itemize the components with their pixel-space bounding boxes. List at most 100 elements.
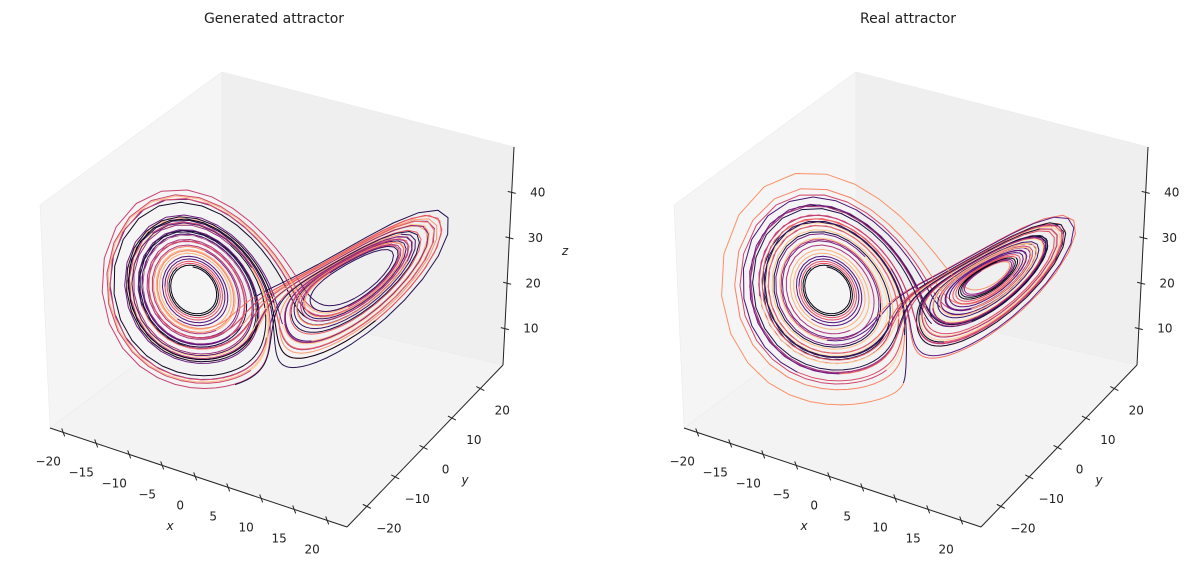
subplot-generated: −20 −15 −10 −5 0 5 10 15 20 −20 −10 0 10 20 10 20 30 40 x y… [36, 11, 569, 556]
z-tick-label: 40 [530, 185, 545, 199]
y-axis-line [346, 364, 504, 528]
z-tick-label: 10 [1157, 322, 1172, 336]
trajectory-segment [257, 224, 429, 343]
trajectory [101, 189, 449, 389]
z-axis-label: z [561, 244, 569, 258]
y-tick [1024, 474, 1034, 480]
trajectory-segment [957, 257, 1019, 300]
subplot-real: −20 −15 −10 −5 0 5 10 15 20 −20 −10 0 10 20 10 20 30 40 x y… [670, 11, 1180, 556]
trajectory-segment [148, 214, 443, 339]
z-tick-label: 30 [1162, 231, 1177, 245]
trajectory-segment [752, 208, 1040, 371]
x-tick-label: 5 [843, 509, 851, 523]
trajectory-segment [101, 189, 301, 389]
x-tick-label: 20 [305, 542, 320, 556]
z-tick [507, 190, 516, 194]
x-tick-label: −5 [772, 487, 790, 501]
x-tick [259, 494, 264, 503]
z-tick [1134, 327, 1143, 331]
x-tick [160, 461, 165, 470]
x-tick-label: −10 [736, 476, 761, 490]
x-tick [827, 472, 832, 481]
y-tick [996, 503, 1006, 509]
trajectory-segment [155, 249, 236, 331]
x-tick [94, 439, 99, 448]
y-tick-label: −20 [376, 521, 401, 535]
x-tick [325, 516, 330, 525]
x-tick-label: −15 [703, 465, 728, 479]
trajectory-segment [796, 255, 863, 327]
trajectory-segment [162, 255, 229, 327]
trajectory-segment [168, 264, 219, 317]
x-tick-label: 20 [939, 542, 954, 556]
trajectory-segment [780, 239, 882, 340]
y-tick [476, 386, 485, 392]
trajectory-segment [290, 238, 409, 322]
trajectory-segment [234, 231, 420, 386]
x-axis-line [683, 427, 982, 528]
x-tick-label: 15 [272, 531, 287, 545]
trajectory-segment [124, 214, 283, 364]
trajectory-segment [739, 194, 1033, 385]
y-tick [362, 503, 372, 509]
trajectory-segment [789, 249, 870, 331]
x-tick [292, 505, 297, 514]
trajectory-segment [721, 173, 1011, 406]
x-tick [893, 494, 898, 503]
trajectory-segment [113, 201, 336, 377]
y-tick-label: 20 [1129, 404, 1144, 418]
y-axis-label: y [460, 473, 469, 487]
chart-title: Real attractor [860, 11, 956, 27]
x-tick [959, 516, 964, 525]
y-tick [390, 474, 400, 480]
trajectory-segment [962, 258, 1014, 297]
trajectory-segment [130, 223, 431, 358]
x-tick-label: 0 [176, 498, 184, 512]
z-tick-label: 10 [523, 322, 538, 336]
trajectory-segment [280, 229, 422, 335]
trajectory-segment [164, 260, 223, 321]
trajectory-segment [299, 245, 399, 312]
x-tick [926, 505, 931, 514]
z-tick [1139, 236, 1148, 240]
chart-title: Generated attractor [204, 11, 344, 27]
z-tick [500, 327, 509, 331]
trajectory-segment [916, 222, 1067, 347]
y-tick [1110, 386, 1119, 392]
x-tick [860, 483, 865, 492]
x-tick [127, 450, 132, 459]
x-tick [761, 450, 766, 459]
trajectory-segment [107, 195, 349, 383]
x-tick-label: −5 [138, 487, 156, 501]
x-tick [226, 483, 231, 492]
z-tick [503, 281, 512, 285]
y-tick-label: 0 [442, 462, 450, 476]
x-tick-label: 10 [873, 520, 888, 534]
z-tick-label: 20 [525, 276, 540, 290]
x-tick [794, 461, 799, 470]
x-axis-label: x [799, 519, 808, 533]
trajectory-segment [241, 218, 438, 354]
trajectory-segment [153, 245, 257, 333]
trajectory-segment [932, 242, 1037, 317]
trajectory-segment [734, 188, 1027, 391]
trajectory-segment [763, 221, 907, 384]
z-tick [505, 236, 514, 240]
z-tick [1137, 281, 1146, 285]
x-tick-label: −10 [102, 476, 127, 490]
x-tick-label: 5 [209, 509, 217, 523]
x-axis-line [49, 427, 348, 528]
y-tick [1081, 415, 1091, 421]
x-tick [61, 428, 66, 437]
trajectory-segment [141, 220, 435, 350]
x-tick-label: 15 [906, 531, 921, 545]
x-tick-label: −20 [36, 454, 61, 468]
x-tick-label: 10 [239, 520, 254, 534]
z-tick-label: 40 [1164, 185, 1179, 199]
x-tick [695, 428, 700, 437]
trajectory-segment [952, 254, 1021, 305]
trajectory-segment [127, 218, 376, 361]
trajectory-segment [775, 233, 880, 346]
x-tick-label: −15 [69, 465, 94, 479]
